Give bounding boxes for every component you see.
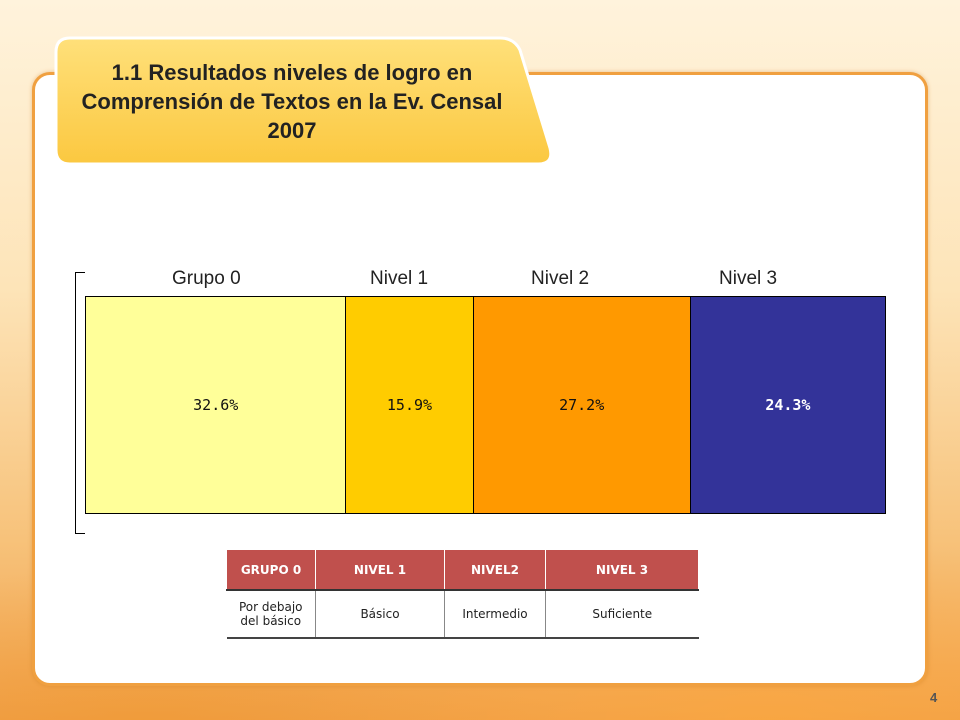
chart-bracket — [75, 272, 85, 534]
bar-segment-grupo-0: 32.6% — [86, 297, 347, 513]
bar-segment-nivel-2: 27.2% — [473, 297, 691, 513]
data-label-grupo-0: 32.6% — [193, 396, 239, 414]
header-nivel-1: NIVEL 1 — [315, 549, 445, 591]
table-header-row: GRUPO 0 NIVEL 1 NIVEL2 NIVEL 3 — [226, 549, 699, 591]
desc-grupo-0: Por debajo del básico — [226, 590, 316, 639]
header-grupo-0: GRUPO 0 — [226, 549, 316, 591]
title-banner: 1.1 Resultados niveles de logro en Compr… — [52, 36, 552, 166]
data-label-nivel-3: 24.3% — [765, 396, 811, 414]
header-nivel-3: NIVEL 3 — [545, 549, 699, 591]
data-label-nivel-2: 27.2% — [559, 396, 605, 414]
levels-table: GRUPO 0 NIVEL 1 NIVEL2 NIVEL 3 Por debaj… — [226, 549, 699, 639]
stacked-bar: 32.6% 15.9% 27.2% 24.3% — [85, 296, 886, 514]
bar-segment-nivel-1: 15.9% — [346, 297, 474, 513]
desc-nivel-3: Suficiente — [545, 590, 699, 639]
page-title: 1.1 Resultados niveles de logro en Compr… — [81, 60, 503, 143]
bar-segment-nivel-3: 24.3% — [690, 297, 885, 513]
desc-nivel-2: Intermedio — [444, 590, 546, 639]
desc-nivel-1: Básico — [315, 590, 445, 639]
header-nivel-2: NIVEL2 — [444, 549, 546, 591]
category-label-nivel-2: Nivel 2 — [531, 268, 590, 289]
category-label-grupo-0: Grupo 0 — [172, 268, 241, 289]
data-label-nivel-1: 15.9% — [386, 396, 433, 414]
page-number: 4 — [930, 690, 938, 705]
table-row: Por debajo del básico Básico Intermedio … — [226, 590, 699, 639]
category-label-nivel-3: Nivel 3 — [719, 268, 778, 289]
category-label-nivel-1: Nivel 1 — [370, 268, 429, 289]
title-banner-shape — [54, 36, 552, 166]
